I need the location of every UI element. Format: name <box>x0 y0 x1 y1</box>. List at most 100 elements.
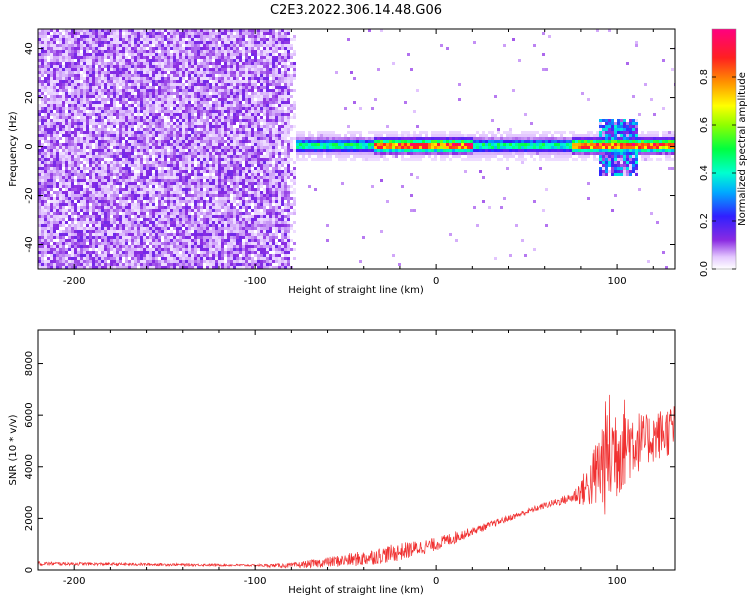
heatmap-cell <box>161 50 164 53</box>
heatmap-cell <box>125 107 128 110</box>
heatmap-cell <box>155 188 158 191</box>
heatmap-cell <box>131 236 134 239</box>
heatmap-cell <box>149 236 152 239</box>
heatmap-cell <box>194 35 197 38</box>
heatmap-cell <box>77 32 80 35</box>
heatmap-cell <box>137 119 140 122</box>
heatmap-cell <box>68 149 71 152</box>
heatmap-cell <box>116 191 119 194</box>
heatmap-cell <box>152 32 155 35</box>
heatmap-cell <box>47 179 50 182</box>
heatmap-cell <box>113 233 116 236</box>
heatmap-cell <box>218 209 221 212</box>
heatmap-cell <box>77 155 80 158</box>
heatmap-cell <box>167 47 170 50</box>
heatmap-cell <box>185 176 188 179</box>
heatmap-cell <box>83 107 86 110</box>
heatmap-cell <box>218 125 221 128</box>
heatmap-cell <box>92 257 95 260</box>
heatmap-cell <box>38 158 41 161</box>
heatmap-cell <box>110 32 113 35</box>
heatmap-cell <box>74 158 77 161</box>
heatmap-cell <box>74 71 77 74</box>
heatmap-cell <box>140 41 143 44</box>
heatmap-cell <box>194 59 197 62</box>
heatmap-cell <box>134 185 137 188</box>
heatmap-cell <box>176 113 179 116</box>
heatmap-cell <box>110 44 113 47</box>
heatmap-cell <box>173 44 176 47</box>
heatmap-cell <box>176 161 179 164</box>
heatmap-cell <box>161 59 164 62</box>
heatmap-cell <box>71 125 74 128</box>
heatmap-cell <box>122 122 125 125</box>
heatmap-cell <box>212 266 215 269</box>
heatmap-cell <box>77 266 80 269</box>
heatmap-cell <box>107 56 110 59</box>
heatmap-cell <box>137 86 140 89</box>
heatmap-cell <box>125 83 128 86</box>
heatmap-cell <box>188 164 191 167</box>
heatmap-cell <box>224 197 227 200</box>
heatmap-cell <box>113 143 116 146</box>
heatmap-cell <box>200 209 203 212</box>
heatmap-cell <box>68 80 71 83</box>
heatmap-cell <box>233 161 236 164</box>
heatmap-cell <box>179 104 182 107</box>
heatmap-cell <box>182 71 185 74</box>
heatmap-cell <box>137 32 140 35</box>
heatmap-cell <box>89 191 92 194</box>
heatmap-cell <box>98 77 101 80</box>
heatmap-cell <box>212 248 215 251</box>
heatmap-cell <box>233 53 236 56</box>
heatmap-cell <box>65 248 68 251</box>
heatmap-cell <box>200 260 203 263</box>
heatmap-cell <box>200 149 203 152</box>
heatmap-cell <box>215 137 218 140</box>
heatmap-cell <box>110 218 113 221</box>
heatmap-cell <box>134 230 137 233</box>
heatmap-cell <box>134 263 137 266</box>
heatmap-cell <box>215 68 218 71</box>
heatmap-cell <box>185 53 188 56</box>
heatmap-cell <box>44 41 47 44</box>
heatmap-cell <box>224 254 227 257</box>
heatmap-cell <box>95 38 98 41</box>
heatmap-cell <box>122 41 125 44</box>
heatmap-cell <box>143 62 146 65</box>
heatmap-cell <box>50 236 53 239</box>
heatmap-cell <box>143 239 146 242</box>
heatmap-cell <box>131 29 134 32</box>
heatmap-cell <box>128 212 131 215</box>
heatmap-cell <box>44 209 47 212</box>
heatmap-cell <box>50 95 53 98</box>
heatmap-cell <box>41 152 44 155</box>
heatmap-cell <box>131 41 134 44</box>
heatmap-cell <box>41 98 44 101</box>
heatmap-cell <box>182 68 185 71</box>
heatmap-cell <box>224 80 227 83</box>
heatmap-cell <box>89 161 92 164</box>
heatmap-cell <box>152 185 155 188</box>
heatmap-cell <box>179 233 182 236</box>
heatmap-cell <box>233 173 236 176</box>
heatmap-cell <box>83 245 86 248</box>
heatmap-cell <box>218 200 221 203</box>
heatmap-cell <box>44 101 47 104</box>
heatmap-cell <box>194 263 197 266</box>
heatmap-cell <box>68 35 71 38</box>
heatmap-cell <box>200 128 203 131</box>
heatmap-cell <box>44 158 47 161</box>
heatmap-cell <box>71 263 74 266</box>
heatmap-cell <box>203 146 206 149</box>
heatmap-cell <box>185 152 188 155</box>
heatmap-cell <box>65 257 68 260</box>
heatmap-cell <box>77 119 80 122</box>
heatmap-cell <box>158 182 161 185</box>
heatmap-cell <box>218 35 221 38</box>
heatmap-cell <box>122 242 125 245</box>
heatmap-cell <box>194 38 197 41</box>
heatmap-cell <box>47 218 50 221</box>
heatmap-cell <box>209 254 212 257</box>
heatmap-cell <box>116 218 119 221</box>
